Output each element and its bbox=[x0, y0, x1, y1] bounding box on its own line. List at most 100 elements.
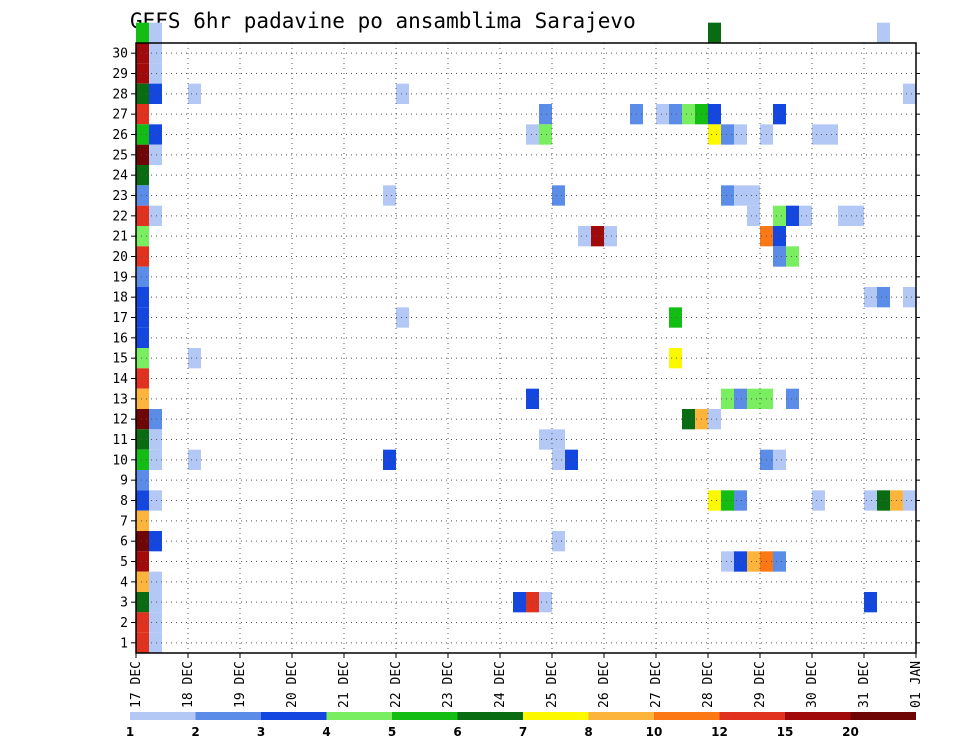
precip-cell bbox=[136, 409, 149, 430]
precip-cell bbox=[864, 592, 877, 613]
precip-cell bbox=[578, 226, 591, 247]
precip-cell bbox=[136, 22, 149, 43]
precip-cell bbox=[149, 124, 162, 145]
precip-cell bbox=[136, 185, 149, 206]
colorbar-label: 1 bbox=[126, 725, 134, 739]
y-tick-label: 16 bbox=[112, 331, 128, 346]
x-tick-label: 28 DEC bbox=[701, 661, 716, 708]
y-tick-label: 30 bbox=[112, 47, 128, 62]
precip-cell bbox=[383, 185, 396, 206]
precip-cell bbox=[591, 226, 604, 247]
x-tick-label: 21 DEC bbox=[337, 661, 352, 708]
precip-cell bbox=[136, 592, 149, 613]
x-tick-label: 27 DEC bbox=[649, 661, 664, 708]
y-tick-label: 2 bbox=[120, 616, 128, 631]
precip-cell bbox=[136, 632, 149, 653]
colorbar-swatch bbox=[392, 712, 458, 720]
precip-cell bbox=[136, 571, 149, 592]
precip-cell bbox=[838, 205, 851, 226]
colorbar-swatch bbox=[326, 712, 392, 720]
y-tick-label: 27 bbox=[112, 108, 128, 123]
precip-cell bbox=[721, 490, 734, 511]
grid-layer bbox=[136, 43, 916, 653]
precip-cell bbox=[136, 246, 149, 267]
precip-cell bbox=[136, 348, 149, 369]
precip-cell bbox=[136, 368, 149, 389]
y-tick-label: 14 bbox=[112, 372, 128, 387]
precip-cell bbox=[656, 104, 669, 125]
y-tick-label: 17 bbox=[112, 311, 128, 326]
chart-title: GEFS 6hr padavine po ansamblima Sarajevo bbox=[130, 9, 636, 33]
x-tick-label: 25 DEC bbox=[545, 661, 560, 708]
colorbar: 1 2 3 4 5 6 7 8 10 12 15 20 bbox=[126, 712, 916, 739]
precip-cell bbox=[149, 632, 162, 653]
x-tick-label: 24 DEC bbox=[493, 661, 508, 708]
precip-cell bbox=[669, 307, 682, 328]
precip-cell bbox=[396, 83, 409, 104]
y-tick-label: 1 bbox=[120, 636, 128, 651]
colorbar-swatch bbox=[850, 712, 916, 720]
precip-cell bbox=[682, 409, 695, 430]
precip-cell bbox=[708, 409, 721, 430]
precip-cell bbox=[734, 551, 747, 572]
colorbar-swatch bbox=[457, 712, 523, 720]
x-tick-label: 30 DEC bbox=[805, 661, 820, 708]
colorbar-swatch bbox=[195, 712, 261, 720]
colorbar-label: 7 bbox=[519, 725, 527, 739]
precip-cell bbox=[149, 43, 162, 64]
y-tick-label: 20 bbox=[112, 250, 128, 265]
precip-cell bbox=[539, 429, 552, 450]
precip-cell bbox=[552, 429, 565, 450]
y-tick-label: 22 bbox=[112, 209, 128, 224]
cells-layer bbox=[136, 22, 916, 653]
x-tick-label: 23 DEC bbox=[441, 661, 456, 708]
precip-cell bbox=[149, 83, 162, 104]
precip-cell bbox=[136, 226, 149, 247]
precip-cell bbox=[136, 449, 149, 470]
precip-cell bbox=[552, 531, 565, 552]
precip-cell bbox=[747, 388, 760, 409]
precip-cell bbox=[708, 104, 721, 125]
precip-cell bbox=[851, 205, 864, 226]
colorbar-label: 5 bbox=[388, 725, 396, 739]
precip-cell bbox=[799, 205, 812, 226]
y-axis: 1234567891011121314151617181920212223242… bbox=[112, 47, 920, 651]
precip-cell bbox=[149, 449, 162, 470]
y-tick-label: 24 bbox=[112, 169, 128, 184]
y-tick-label: 18 bbox=[112, 291, 128, 306]
precip-cell bbox=[708, 124, 721, 145]
precip-cell bbox=[721, 388, 734, 409]
precip-cell bbox=[708, 22, 721, 43]
y-tick-label: 26 bbox=[112, 128, 128, 143]
precip-cell bbox=[864, 490, 877, 511]
precip-cell bbox=[552, 449, 565, 470]
plot-frame bbox=[135, 42, 917, 654]
y-tick-label: 6 bbox=[120, 535, 128, 550]
y-tick-label: 13 bbox=[112, 392, 128, 407]
precip-cell bbox=[136, 490, 149, 511]
precip-cell bbox=[136, 551, 149, 572]
colorbar-swatch bbox=[588, 712, 654, 720]
colorbar-label: 6 bbox=[453, 725, 461, 739]
y-tick-label: 4 bbox=[120, 575, 128, 590]
y-tick-label: 29 bbox=[112, 67, 128, 82]
precip-cell bbox=[136, 612, 149, 633]
precip-cell bbox=[721, 185, 734, 206]
colorbar-swatch bbox=[654, 712, 720, 720]
y-tick-label: 11 bbox=[112, 433, 128, 448]
precip-cell bbox=[669, 348, 682, 369]
precip-cell bbox=[136, 429, 149, 450]
x-tick-label: 26 DEC bbox=[597, 661, 612, 708]
colorbar-label: 15 bbox=[777, 725, 794, 739]
precip-cell bbox=[149, 592, 162, 613]
precip-cell bbox=[721, 124, 734, 145]
precip-cell bbox=[149, 612, 162, 633]
precip-cell bbox=[136, 104, 149, 125]
colorbar-label: 4 bbox=[322, 725, 330, 739]
colorbar-swatch bbox=[785, 712, 851, 720]
precip-cell bbox=[877, 490, 890, 511]
precip-cell bbox=[188, 348, 201, 369]
precip-cell bbox=[526, 592, 539, 613]
precip-cell bbox=[539, 592, 552, 613]
